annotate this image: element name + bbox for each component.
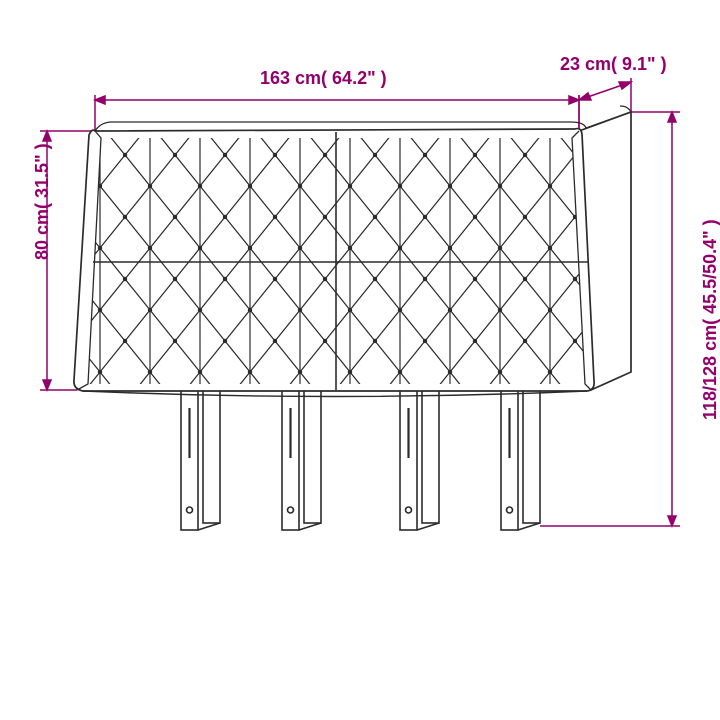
dim-depth-label: 23 cm( 9.1" )	[560, 54, 667, 75]
front-panel	[74, 129, 600, 397]
legs	[181, 378, 540, 530]
dim-width-label: 163 cm( 64.2" )	[260, 68, 387, 89]
dim-height-label: 80 cm( 31.5" )	[32, 143, 53, 260]
diagram-canvas: 163 cm( 64.2" ) 23 cm( 9.1" ) 80 cm( 31.…	[0, 0, 720, 720]
dim-total-height-label: 118/128 cm( 45.5/50.4" )	[700, 219, 720, 420]
headboard-drawing	[0, 0, 720, 720]
